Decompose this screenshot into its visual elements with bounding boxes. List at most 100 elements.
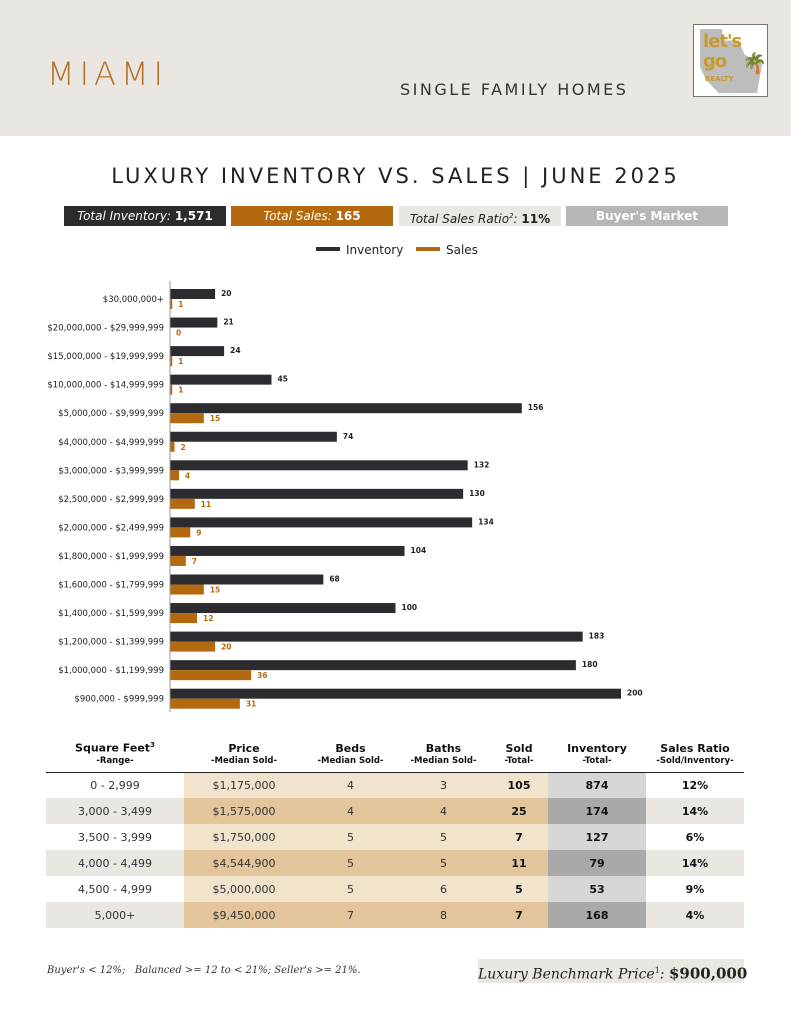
- sales-bar: [170, 698, 240, 709]
- inventory-cell: 168: [548, 902, 646, 928]
- header-band: MIAMI SINGLE FAMILY HOMES let's go REALT…: [0, 0, 791, 136]
- sold-cell: 5: [490, 876, 548, 902]
- range-cell: 4,000 - 4,499: [46, 850, 184, 876]
- column-header: Sales Ratio: [646, 738, 744, 756]
- inventory-cell: 79: [548, 850, 646, 876]
- column-header-footnote-marker: 3: [150, 741, 155, 750]
- column-header-label: Beds: [335, 741, 366, 755]
- category-tick-label: $3,000,000 - $3,999,999: [58, 466, 164, 476]
- inventory-data-label: 130: [469, 489, 485, 498]
- category-tick-label: $2,000,000 - $2,499,999: [58, 523, 164, 533]
- sales-data-label: 7: [192, 557, 197, 566]
- sales-data-label: 36: [257, 671, 267, 680]
- column-header: Baths: [397, 738, 490, 756]
- sales-ratio-cell: 14%: [646, 850, 744, 876]
- beds-cell: 5: [304, 824, 397, 850]
- category-tick-label: $5,000,000 - $9,999,999: [58, 409, 164, 419]
- palm-tree-icon: 🌴: [742, 51, 767, 75]
- inventory-data-label: 104: [411, 546, 427, 555]
- inventory-data-label: 200: [627, 689, 643, 698]
- inventory-data-label: 180: [582, 660, 598, 669]
- sales-bar: [170, 413, 204, 424]
- sales-bar: [170, 670, 252, 681]
- baths-cell: 5: [397, 850, 490, 876]
- total-sales-ratio-value: 11%: [521, 212, 551, 226]
- inventory-bar: [170, 688, 621, 699]
- price-cell: $4,544,900: [184, 850, 304, 876]
- sales-data-label: 9: [196, 528, 201, 537]
- report-title: LUXURY INVENTORY VS. SALES | JUNE 2025: [111, 164, 680, 188]
- property-type-subtitle: SINGLE FAMILY HOMES: [400, 80, 629, 99]
- beds-cell: 7: [304, 902, 397, 928]
- ratio-footnote-marker: 2: [509, 212, 514, 220]
- inventory-bar: [170, 460, 468, 471]
- table-row: 4,000 - 4,499 $4,544,900 5 5 11 79 14%: [46, 850, 744, 876]
- sales-data-label: 1: [178, 386, 183, 395]
- column-subheader: -Total-: [548, 756, 646, 773]
- column-header: Price: [184, 738, 304, 756]
- column-header: Sold: [490, 738, 548, 756]
- sales-bar: [170, 555, 186, 566]
- sales-bar: [170, 356, 173, 367]
- category-tick-label: $1,800,000 - $1,999,999: [58, 552, 164, 562]
- benchmark-footnote-marker: 1: [654, 966, 660, 975]
- inventory-cell: 174: [548, 798, 646, 824]
- inventory-bar: [170, 545, 405, 556]
- baths-cell: 3: [397, 772, 490, 798]
- lets-go-realty-logo: let's go REALTY 🌴: [693, 24, 768, 97]
- table-row: 3,500 - 3,999 $1,750,000 5 5 7 127 6%: [46, 824, 744, 850]
- column-header-label: Inventory: [567, 741, 627, 755]
- sales-bar: [170, 498, 195, 509]
- sales-data-label: 1: [178, 300, 183, 309]
- column-header-label: Sold: [505, 741, 533, 755]
- baths-cell: 6: [397, 876, 490, 902]
- inventory-bar: [170, 374, 272, 385]
- table-row: 3,000 - 3,499 $1,575,000 4 4 25 174 14%: [46, 798, 744, 824]
- sales-data-label: 0: [176, 329, 181, 338]
- sales-data-label: 12: [203, 614, 213, 623]
- column-subheader: -Median Sold-: [304, 756, 397, 773]
- total-sales-value: 165: [335, 209, 361, 223]
- sales-bar: [170, 384, 173, 395]
- inventory-bar: [170, 517, 473, 528]
- baths-cell: 5: [397, 824, 490, 850]
- price-cell: $9,450,000: [184, 902, 304, 928]
- inventory-bar: [170, 431, 337, 442]
- column-header-label: Square Feet: [75, 741, 151, 755]
- beds-cell: 5: [304, 876, 397, 902]
- category-tick-label: $20,000,000 - $29,999,999: [47, 324, 164, 334]
- sales-ratio-cell: 9%: [685, 882, 705, 896]
- column-header: Beds: [304, 738, 397, 756]
- inventory-data-label: 100: [402, 603, 418, 612]
- inventory-bar: [170, 346, 225, 357]
- inventory-data-label: 45: [277, 375, 287, 384]
- sales-ratio-cell: 12%: [681, 778, 709, 792]
- total-sales-ratio-chip: Total Sales Ratio2: 11%: [399, 206, 561, 226]
- sales-bar: [170, 641, 216, 652]
- column-subheader: -Range-: [46, 756, 184, 773]
- beds-cell: 5: [304, 850, 397, 876]
- total-inventory-label: Total Inventory:: [77, 209, 171, 223]
- inventory-data-label: 68: [329, 575, 339, 584]
- category-tick-label: $1,200,000 - $1,399,999: [58, 638, 164, 648]
- range-cell: 3,000 - 3,499: [46, 798, 184, 824]
- category-tick-label: $1,400,000 - $1,599,999: [58, 609, 164, 619]
- range-cell: 0 - 2,999: [90, 778, 140, 792]
- sales-data-label: 31: [246, 700, 256, 709]
- inventory-bar: [170, 317, 218, 328]
- inventory-bar: [170, 660, 576, 671]
- inventory-data-label: 74: [343, 432, 353, 441]
- sales-data-label: 2: [181, 443, 186, 452]
- sales-data-label: 15: [210, 586, 220, 595]
- total-sales-label: Total Sales:: [263, 209, 332, 223]
- total-inventory-value: 1,571: [174, 209, 213, 223]
- inventory-bar: [170, 488, 464, 499]
- inventory-cell: 127: [548, 824, 646, 850]
- logo-text-line1: let's: [703, 31, 742, 52]
- column-header-label: Sales Ratio: [660, 741, 730, 755]
- market-definition-footnote: Buyer's < 12%; Balanced >= 12 to < 21%; …: [47, 965, 361, 976]
- inventory-data-label: 132: [474, 460, 490, 469]
- table-row: 4,500 - 4,999 $5,000,000 5 6 5 53 9%: [46, 876, 744, 902]
- baths-cell: 4: [397, 798, 490, 824]
- sales-bar: [170, 470, 180, 481]
